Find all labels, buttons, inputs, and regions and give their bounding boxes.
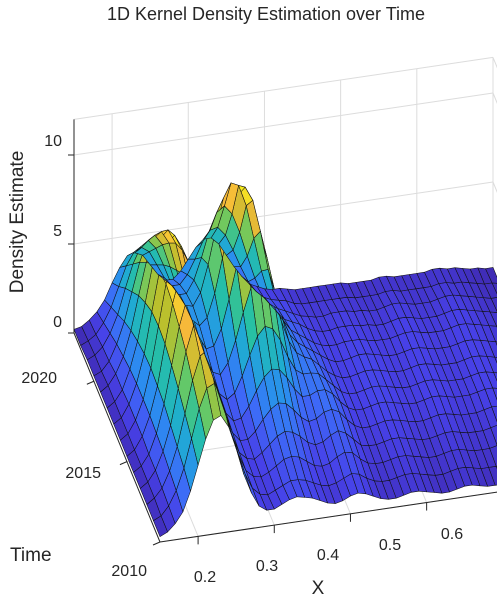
- x-axis-label: X: [312, 578, 325, 598]
- z-tick-label: 0: [53, 314, 62, 331]
- x-tick-label: 0.6: [441, 526, 463, 543]
- x-tick-label: 0.5: [379, 537, 401, 554]
- x-tick-label: 0.4: [317, 547, 339, 564]
- chart-title: 1D Kernel Density Estimation over Time: [107, 4, 425, 24]
- z-gridline-back: [73, 92, 494, 156]
- z-tick-label: 5: [53, 223, 62, 240]
- axes-lines: [68, 119, 497, 546]
- y-axis-label: Time: [10, 545, 52, 566]
- time-tick-mark: [86, 380, 95, 385]
- y-tick-label: 2015: [65, 465, 101, 482]
- time-tick-mark: [119, 461, 128, 466]
- y-tick-label: 2020: [21, 370, 57, 387]
- x-tick-label: 0.3: [256, 558, 278, 575]
- back-pane-top-edge: [73, 56, 494, 120]
- side-pane-top-edge: [492, 57, 497, 69]
- density-surface: [73, 182, 497, 537]
- z-gridline-back: [73, 181, 494, 245]
- time-axis-line: [73, 332, 161, 543]
- y-tick-label: 2010: [111, 563, 147, 580]
- x-tick-label: 0.2: [194, 569, 216, 586]
- surface-patch: [73, 326, 89, 346]
- z-tick-label: 10: [44, 133, 62, 150]
- time-tick-mark: [152, 541, 161, 546]
- x-axis-line: [159, 491, 497, 543]
- z-axis-label: Density Estimate: [7, 151, 28, 294]
